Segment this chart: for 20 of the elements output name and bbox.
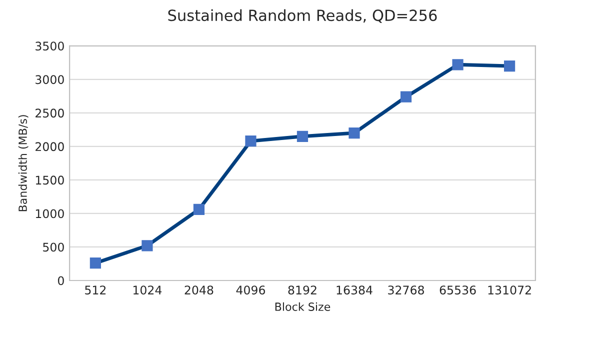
x-tick-label: 1024 bbox=[133, 286, 162, 294]
x-tick-label: 4096 bbox=[236, 286, 266, 294]
y-tick-label: 0 bbox=[58, 276, 64, 286]
y-tick-label: 1500 bbox=[36, 176, 64, 185]
y-tick-label: 500 bbox=[43, 242, 64, 252]
x-tick-label: 8192 bbox=[288, 286, 316, 294]
x-tick-label: 32768 bbox=[388, 286, 424, 294]
x-tick-label: 65536 bbox=[440, 286, 476, 294]
chart-title: Sustained Random Reads, QD=256 bbox=[168, 9, 437, 23]
x-axis-title: Block Size bbox=[275, 302, 330, 311]
y-tick-label: 2500 bbox=[36, 108, 64, 118]
y-tick-label: 1000 bbox=[36, 209, 64, 218]
x-tick-label: 2048 bbox=[184, 286, 214, 294]
y-tick-label: 3500 bbox=[36, 42, 64, 51]
x-tick-label: 16384 bbox=[336, 286, 372, 294]
y-axis-title: Bandwidth (MB/s) bbox=[18, 115, 28, 212]
x-tick-label: 512 bbox=[85, 286, 106, 294]
x-tick-label: 131072 bbox=[488, 286, 531, 294]
y-tick-label: 2000 bbox=[36, 142, 64, 152]
y-tick-label: 3000 bbox=[36, 75, 64, 84]
